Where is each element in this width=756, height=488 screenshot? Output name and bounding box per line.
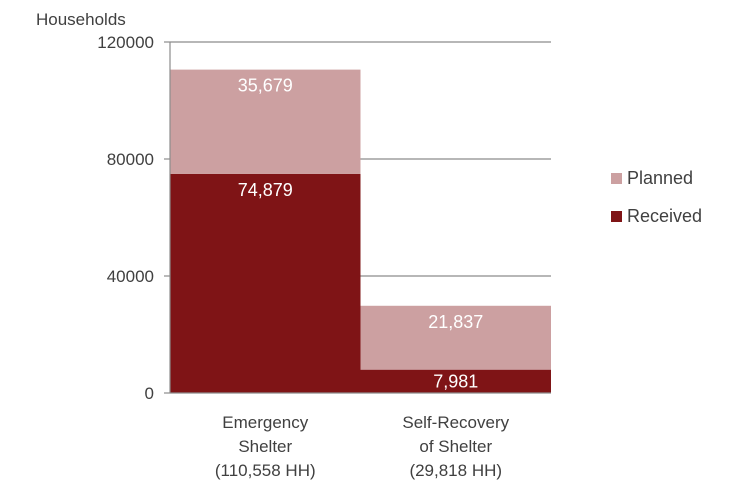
bar-data-labels: 74,879 35,679 7,981 21,837: [238, 76, 484, 392]
legend-swatch-received: [611, 211, 622, 222]
y-tick-label-1: 40000: [107, 267, 154, 286]
x-tick-label-1-line-1: of Shelter: [419, 437, 492, 456]
legend-label-planned: Planned: [627, 168, 693, 188]
data-label-planned-1: 21,837: [428, 312, 483, 332]
bar-received-0: [170, 173, 361, 393]
bar-planned-1: [360, 305, 551, 370]
y-tick-labels: 0 40000 80000 120000: [97, 33, 154, 403]
legend-label-received: Received: [627, 206, 702, 226]
x-tick-label-0-line-0: Emergency: [222, 413, 308, 432]
y-tick-label-3: 120000: [97, 33, 154, 52]
data-label-received-0: 74,879: [238, 180, 293, 200]
data-label-received-1: 7,981: [433, 371, 478, 391]
axes: [164, 41, 551, 394]
bar-planned-0: [170, 69, 361, 174]
x-tick-labels: Emergency Shelter (110,558 HH) Self-Recover…: [215, 413, 510, 480]
x-tick-label-0-line-2: (110,558 HH): [215, 461, 316, 480]
data-label-planned-0: 35,679: [238, 76, 293, 96]
bar-received-1: [360, 369, 551, 393]
bars: [170, 69, 551, 393]
legend: Planned Received: [611, 168, 702, 226]
y-tick-label-0: 0: [145, 384, 154, 403]
legend-swatch-planned: [611, 173, 622, 184]
y-tick-label-2: 80000: [107, 150, 154, 169]
y-axis-label: Households: [36, 10, 126, 29]
x-tick-label-1-line-0: Self-Recovery: [402, 413, 509, 432]
x-tick-label-1-line-2: (29,818 HH): [409, 461, 502, 480]
x-tick-label-0-line-1: Shelter: [238, 437, 292, 456]
